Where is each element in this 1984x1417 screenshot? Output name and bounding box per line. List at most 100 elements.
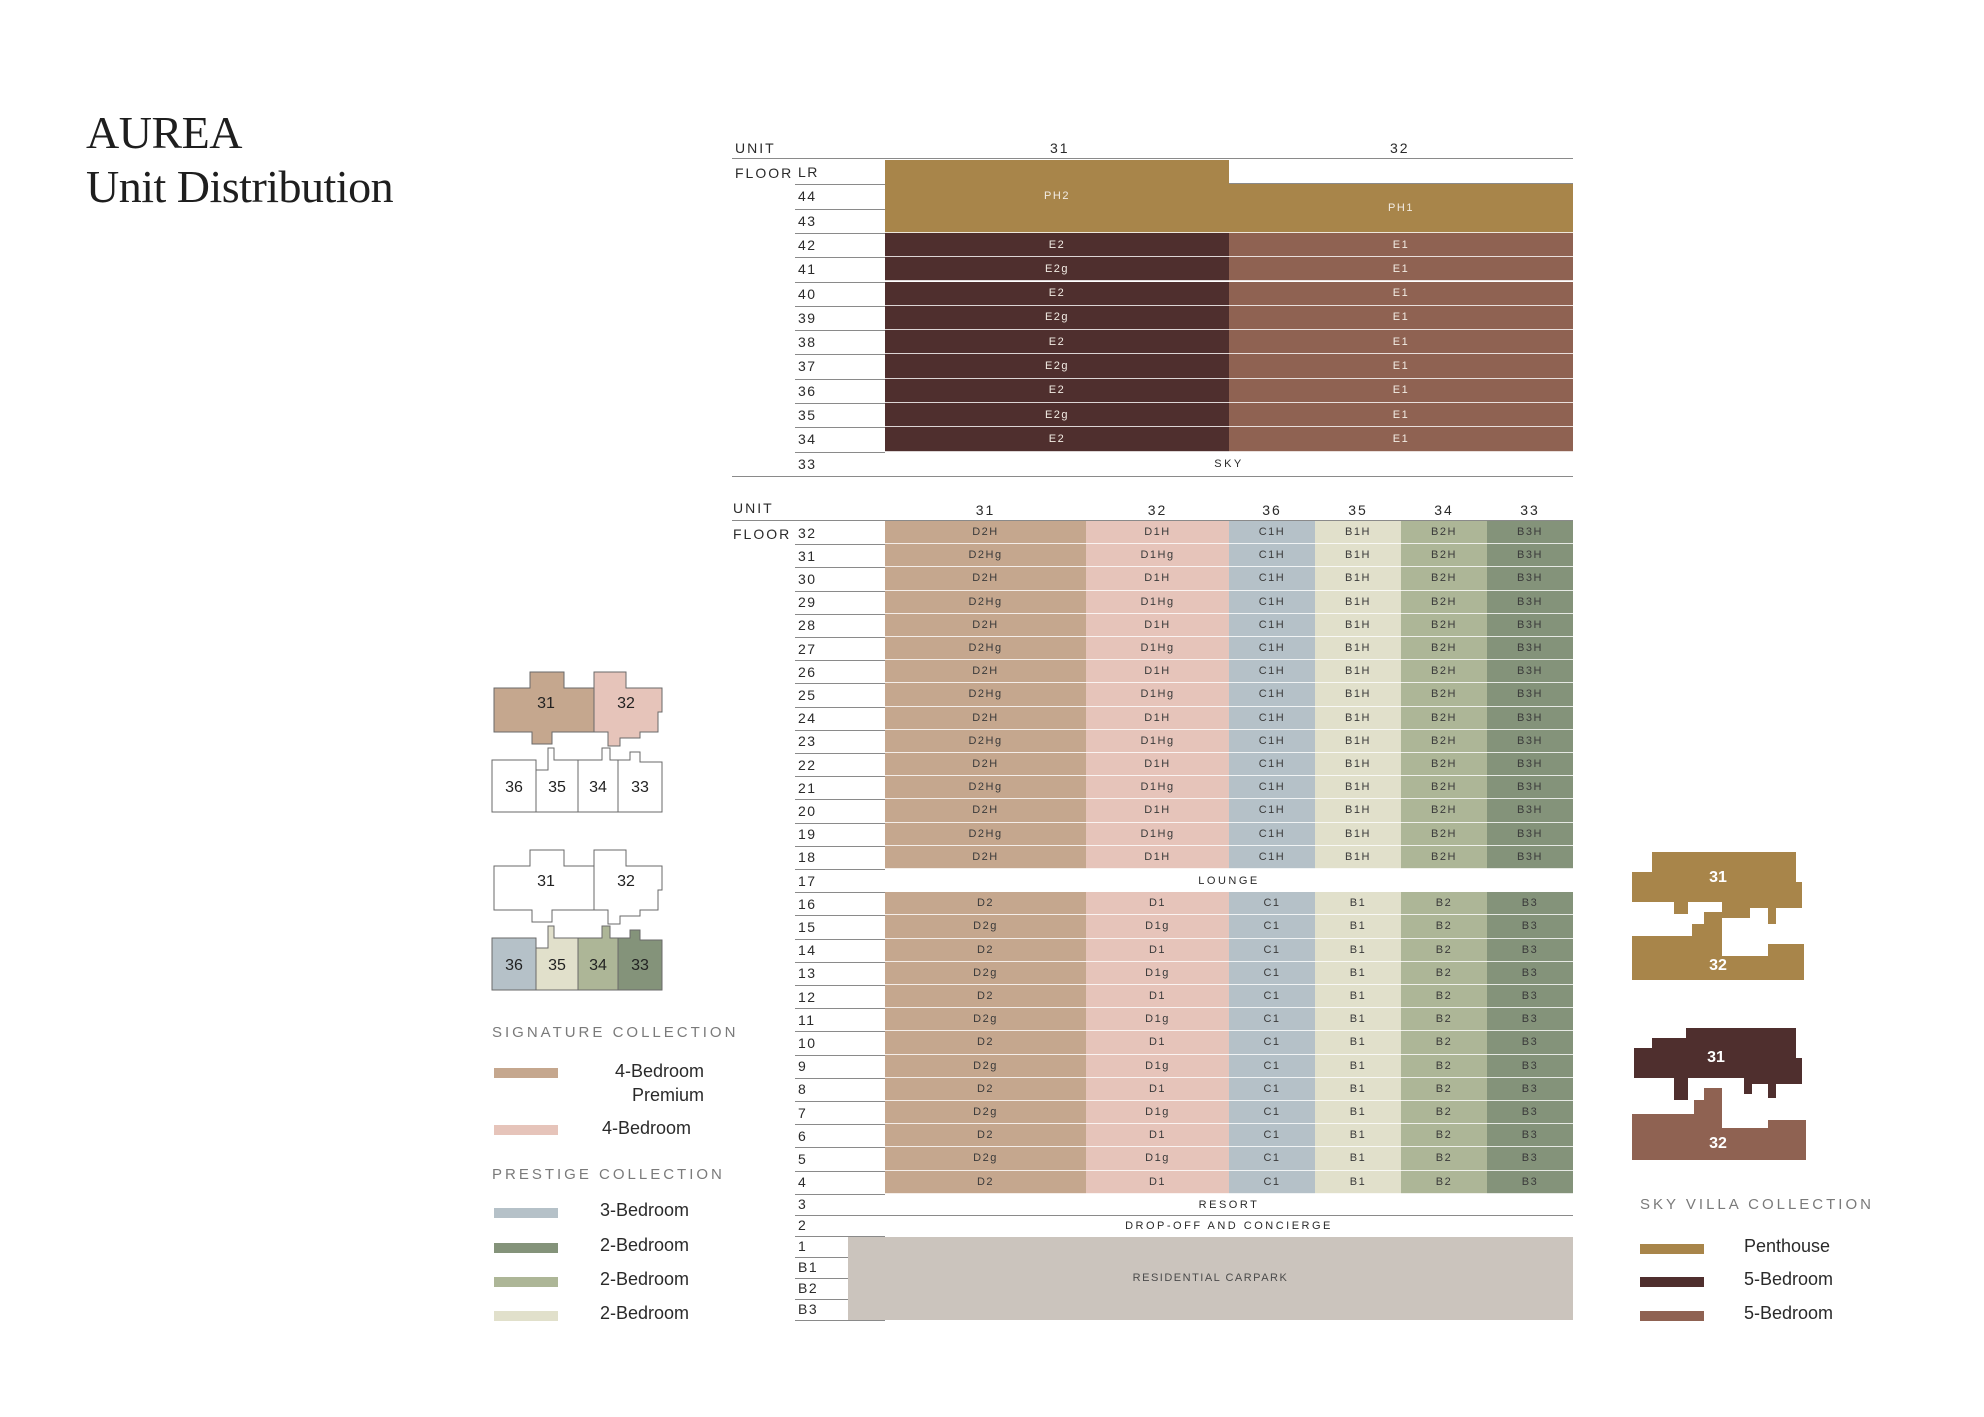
unit-cell: B2: [1401, 1147, 1487, 1171]
unit-header: 35: [1348, 502, 1368, 518]
unit-cell: B1: [1315, 985, 1401, 1009]
unit-cell: B2H: [1401, 521, 1487, 545]
keyplan-signature-shapes: [491, 671, 663, 813]
floor-number: B3: [798, 1301, 819, 1318]
floor-label: FLOOR: [733, 526, 792, 542]
unit-cell: B3: [1487, 1124, 1573, 1148]
unit-cell: D1: [1086, 1124, 1229, 1148]
ph1-top-rule: [1229, 183, 1573, 185]
unit-cell: D2: [885, 1124, 1086, 1148]
unit-cell: B1H: [1315, 729, 1401, 753]
floor-number: 37: [798, 358, 817, 375]
floor-number: 13: [798, 965, 817, 982]
unit-cell: E2: [885, 281, 1229, 306]
legend-label-4-bedroom: 4-Bedroom: [602, 1118, 692, 1138]
floor-number: 38: [798, 334, 817, 351]
unit-cell: B1: [1315, 961, 1401, 985]
floor-number: 11: [798, 1011, 816, 1028]
unit-cell: D1Hg: [1086, 590, 1229, 614]
floor-number: 4: [798, 1174, 808, 1191]
floor-number: 35: [798, 407, 817, 423]
unit-cell: D1: [1086, 938, 1229, 962]
floor-rule: [795, 403, 885, 404]
keyplan-unit-32-shape: [593, 849, 663, 925]
unit-cell: C1: [1229, 938, 1315, 962]
unit-cell: B3H: [1487, 637, 1573, 661]
unit-cell: B2H: [1401, 776, 1487, 800]
unit-cell: C1H: [1229, 753, 1315, 777]
unit-cell: D1: [1086, 985, 1229, 1009]
unit-cell: B1: [1315, 1170, 1401, 1194]
unit-cell: C1: [1229, 1124, 1315, 1148]
unit-cell: B2: [1401, 1031, 1487, 1055]
floor-rule: [795, 961, 885, 963]
unit-cell: C1H: [1229, 660, 1315, 684]
unit-cell: C1H: [1229, 706, 1315, 730]
legend-label: 2-Bedroom: [600, 1269, 690, 1289]
unit-cell: C1: [1229, 1147, 1315, 1171]
floor-rule: [795, 729, 885, 731]
unit-cell: B1: [1315, 1054, 1401, 1078]
unit-cell: D2g: [885, 915, 1086, 939]
unit-cell: E2g: [885, 305, 1229, 331]
unit-cell: B2H: [1401, 637, 1487, 661]
keyplan-sky-label-31: 31: [1707, 1049, 1725, 1066]
unit-cell: E1: [1229, 257, 1573, 282]
keyplan-sky-label-32: 32: [1709, 1135, 1727, 1152]
unit-cell: B2H: [1401, 544, 1487, 568]
floor-rule: [795, 427, 885, 429]
floor-number: 25: [798, 687, 817, 703]
unit-cell: D1H: [1086, 706, 1229, 730]
unit-cell: B3H: [1487, 753, 1573, 777]
unit-cell: D1Hg: [1086, 637, 1229, 661]
unit-cell: C1H: [1229, 729, 1315, 753]
unit-cell: D1H: [1086, 660, 1229, 684]
unit-cell: E1: [1229, 354, 1573, 379]
unit-cell: E2: [885, 330, 1229, 355]
legend-label-line: 4-Bedroom: [614, 1061, 704, 1081]
floor-rule: [795, 1319, 885, 1321]
keyplan-unit-32-shape: [593, 671, 663, 747]
floor-rule: [795, 753, 885, 754]
floor-number: 41: [798, 261, 817, 278]
unit-cell: D1Hg: [1086, 683, 1229, 707]
unit-cell: D1H: [1086, 845, 1229, 869]
penthouse-ph1-block: PH1: [1229, 184, 1573, 233]
floor-number: 27: [798, 640, 817, 657]
keyplan-unit-35-shape: [535, 747, 579, 813]
floor-rule: [795, 1193, 885, 1195]
keyplan-sky-villa-5-bedroom: 31 32: [1632, 1028, 1806, 1160]
unit-cell: B3H: [1487, 799, 1573, 823]
unit-cell: E1: [1229, 378, 1573, 403]
unit-cell: B1: [1315, 1031, 1401, 1055]
unit-cell: C1H: [1229, 637, 1315, 661]
unit-cell: D2H: [885, 706, 1086, 730]
floor-number: 26: [798, 663, 817, 680]
unit-cell: D1g: [1086, 961, 1229, 985]
floor-number: 44: [798, 188, 817, 205]
floor-rule: [795, 184, 885, 186]
unit-cell: B3H: [1487, 613, 1573, 637]
floor-number: B1: [798, 1259, 819, 1276]
floor-number: 20: [798, 803, 817, 819]
resort-band-label: RESORT: [1198, 1198, 1260, 1211]
title-line-2: Unit Distribution: [86, 161, 394, 212]
floor-rule: [795, 567, 885, 569]
unit-cell: E1: [1229, 330, 1573, 355]
unit-cell: B3H: [1487, 845, 1573, 869]
legend-label: 2-Bedroom: [600, 1303, 690, 1323]
unit-cell: B3: [1487, 1147, 1573, 1171]
unit-cell: D2Hg: [885, 590, 1086, 614]
floor-rule: [795, 257, 885, 259]
unit-cell: D2Hg: [885, 637, 1086, 661]
keyplan-label-32: 32: [617, 873, 635, 890]
unit-cell: E2: [885, 232, 1229, 258]
floor-rule: [795, 1256, 885, 1258]
unit-cell: B1H: [1315, 845, 1401, 869]
floor-number: 33: [798, 455, 817, 472]
legend-label: 3-Bedroom: [600, 1200, 690, 1220]
unit-cell: B2: [1401, 985, 1487, 1009]
floor-number: 2: [798, 1217, 808, 1234]
unit-cell: B2H: [1401, 753, 1487, 777]
unit-cell: B3: [1487, 938, 1573, 962]
